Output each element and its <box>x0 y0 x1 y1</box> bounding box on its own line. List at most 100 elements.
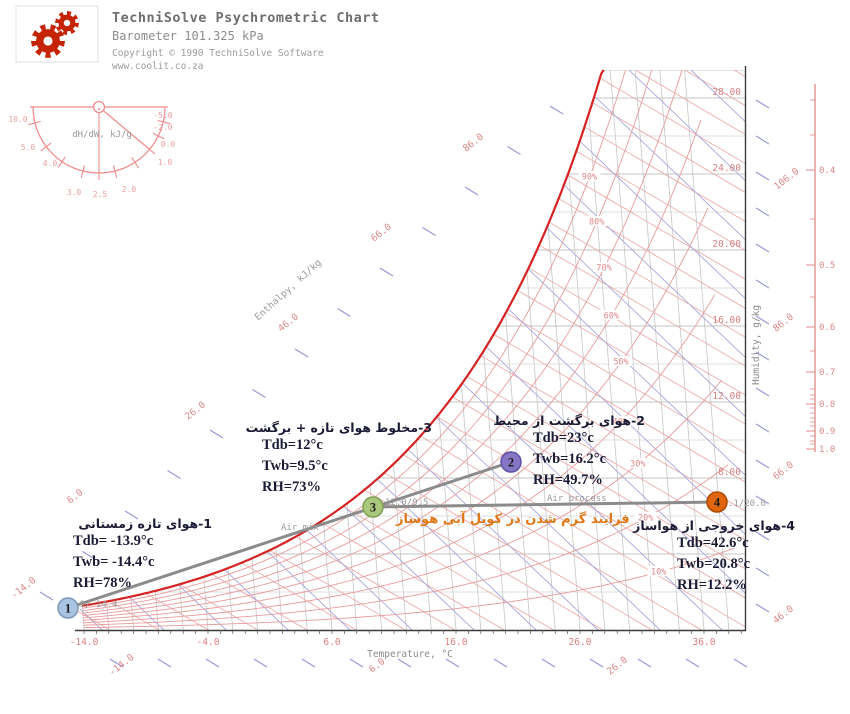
svg-text:4: 4 <box>714 496 721 510</box>
state-markers: -13.9/-14.4 12.0/9.5 .1/20.0 1 2 3 4 <box>57 451 766 619</box>
svg-text:-14.0: -14.0 <box>107 652 137 678</box>
state-marker-1: 1 <box>57 597 79 619</box>
humidity-axis-title: Humidity, g/kg <box>751 305 762 385</box>
svg-text:0.4: 0.4 <box>819 166 835 176</box>
svg-text:-13.9/-14.4: -13.9/-14.4 <box>58 600 118 610</box>
app-title: TechniSolve Psychrometric Chart <box>112 10 380 26</box>
svg-text:1.0: 1.0 <box>158 158 173 167</box>
svg-text:5.0: 5.0 <box>21 143 36 152</box>
annotation-4-rh: RH=12.2% <box>677 577 747 593</box>
svg-text:-2.0: -2.0 <box>153 123 172 132</box>
annotation-1-twb: Twb= -14.4°c <box>73 554 155 570</box>
annotation-3-rh: RH=73% <box>262 479 322 495</box>
svg-text:2.5: 2.5 <box>93 190 108 199</box>
svg-text:8.00: 8.00 <box>718 467 741 478</box>
annotation-1-rh: RH=78% <box>73 575 133 591</box>
svg-text:24.00: 24.00 <box>712 163 741 174</box>
state-marker-2: 2 <box>500 451 522 473</box>
process-line-heating <box>371 500 719 509</box>
svg-text:66.0: 66.0 <box>369 221 394 244</box>
svg-text:26.0: 26.0 <box>605 654 630 677</box>
annotation-2-rh: RH=49.7% <box>533 472 603 488</box>
annotation-4-tdb: Tdb=42.6°c <box>677 535 749 551</box>
annotation-point-1: 1-هوای تازه زمستانی Tdb= -13.9°c Twb= -1… <box>62 516 212 594</box>
air-mix-label: Air mix <box>281 523 319 533</box>
svg-text:106.0: 106.0 <box>772 166 802 192</box>
enthalpy-axis-title: Enthalpy, kJ/kg <box>253 257 324 323</box>
annotation-2-tdb: Tdb=23°c <box>533 430 594 446</box>
svg-text:60%: 60% <box>604 312 619 322</box>
process-line-air-mix <box>66 460 513 610</box>
svg-text:-14.0: -14.0 <box>70 637 99 648</box>
svg-text:6.0: 6.0 <box>65 487 86 506</box>
svg-text:0.0: 0.0 <box>161 140 176 149</box>
svg-text:.1/20.0: .1/20.0 <box>728 499 766 509</box>
svg-text:0.7: 0.7 <box>819 368 835 378</box>
annotation-point-3: 3-مخلوط هوای تازه + برگشت Tdb=12°c Twb=9… <box>245 420 432 498</box>
svg-text:26.0: 26.0 <box>569 637 592 648</box>
svg-text:-14.0: -14.0 <box>9 575 39 601</box>
rh-curve-labels: 90% 80% 70% 60% 50% 40% 30% 20% 10% <box>578 171 670 578</box>
x-axis-title: Temperature, °C <box>367 649 453 660</box>
svg-text:80%: 80% <box>589 218 604 228</box>
svg-text:0.5: 0.5 <box>819 261 835 271</box>
svg-text:46.0: 46.0 <box>771 603 796 626</box>
heating-process-note: فرایند گرم شدن در کویل آبی هوساز <box>396 512 630 527</box>
protractor-pointer <box>98 106 150 150</box>
annotation-2-title: 2-هوای برگشت از محیط <box>493 413 645 428</box>
svg-text:46.0: 46.0 <box>276 311 301 334</box>
header: TechniSolve Psychrometric Chart Baromete… <box>112 10 379 72</box>
svg-text:66.0: 66.0 <box>771 459 796 482</box>
svg-text:2: 2 <box>508 456 514 470</box>
svg-text:36.0: 36.0 <box>693 637 716 648</box>
svg-text:-5.0: -5.0 <box>153 111 172 120</box>
state-marker-3: 3 <box>362 496 384 518</box>
svg-text:86.0: 86.0 <box>771 311 796 334</box>
annotation-3-title: 3-مخلوط هوای تازه + برگشت <box>245 420 432 435</box>
shf-scale: 0.4 0.5 0.6 0.7 0.8 0.9 1.0 <box>806 84 835 455</box>
svg-text:86.0: 86.0 <box>461 131 486 154</box>
svg-text:12.0/9.5: 12.0/9.5 <box>385 498 428 508</box>
svg-text:2.0: 2.0 <box>122 185 137 194</box>
svg-text:-4.0: -4.0 <box>197 637 220 648</box>
annotation-4-twb: Twb=20.8°c <box>677 556 751 572</box>
svg-text:70%: 70% <box>596 264 611 274</box>
svg-text:1: 1 <box>65 602 71 616</box>
annotation-point-2: 2-هوای برگشت از محیط Tdb=23°c Twb=16.2°c… <box>493 413 645 491</box>
protractor-label: dH/dW, kJ/g <box>72 130 132 140</box>
saturation-curve <box>81 69 605 607</box>
barometer-subtitle: Barometer 101.325 kPa <box>112 29 264 43</box>
svg-text:16.0: 16.0 <box>445 637 468 648</box>
svg-text:6.0: 6.0 <box>323 637 340 648</box>
svg-text:3.0: 3.0 <box>67 188 82 197</box>
process-lines <box>66 460 719 610</box>
svg-text:40%: 40% <box>613 418 628 428</box>
svg-text:26.0: 26.0 <box>183 399 208 422</box>
website-text: www.coolit.co.za <box>112 61 204 72</box>
svg-text:10.0: 10.0 <box>8 115 27 124</box>
annotation-1-title: 1-هوای تازه زمستانی <box>78 516 212 531</box>
svg-text:0.6: 0.6 <box>819 323 835 333</box>
svg-text:3: 3 <box>370 501 376 515</box>
annotation-4-title: 4-هوای خروجی از هواساز <box>633 518 795 533</box>
annotation-3-tdb: Tdb=12°c <box>262 437 323 453</box>
svg-text:90%: 90% <box>582 173 597 183</box>
svg-text:50%: 50% <box>613 358 628 368</box>
svg-text:0.8: 0.8 <box>819 400 835 410</box>
annotation-1-tdb: Tdb= -13.9°c <box>73 533 154 549</box>
technisolve-logo gear-icon <box>15 5 99 63</box>
annotation-3-twb: Twb=9.5°c <box>262 458 328 474</box>
state-marker-4: 4 <box>706 491 728 513</box>
shf-protractor: 10.0 5.0 4.0 3.0 2.5 2.0 1.0 0.0 -2.0 -5.0 dH/dW, … <box>8 100 176 199</box>
svg-text:10%: 10% <box>651 568 666 578</box>
svg-text:20.00: 20.00 <box>712 239 741 250</box>
svg-text:4.0: 4.0 <box>43 159 58 168</box>
svg-text:16.00: 16.00 <box>712 315 741 326</box>
svg-text:30%: 30% <box>630 460 645 470</box>
annotation-2-twb: Twb=16.2°c <box>533 451 607 467</box>
svg-text:28.00: 28.00 <box>712 87 741 98</box>
svg-text:1.0: 1.0 <box>819 445 835 455</box>
svg-text:12.00: 12.00 <box>712 391 741 402</box>
air-process-label: Air process <box>547 494 607 504</box>
